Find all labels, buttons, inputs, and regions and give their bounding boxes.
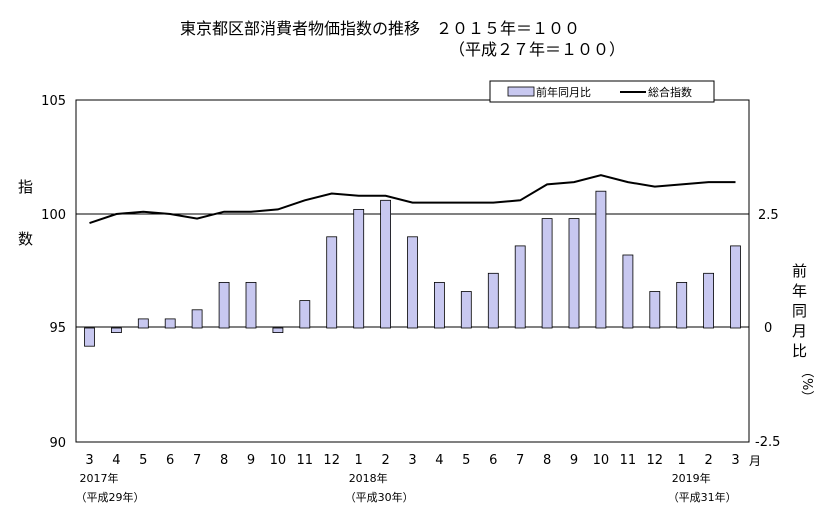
- bar: [380, 199, 392, 329]
- bar: [191, 309, 203, 329]
- x-tick-label: 10: [270, 453, 287, 468]
- x-tick-label: 10: [593, 453, 610, 468]
- bar: [433, 281, 445, 329]
- x-tick-label: 1: [678, 453, 686, 468]
- left-axis-label-char: 指: [18, 178, 33, 196]
- legend-bar-swatch: [507, 86, 535, 97]
- x-tick-label: 3: [731, 453, 739, 468]
- x-tick-label: 8: [543, 453, 551, 468]
- era-label: （平成30年）: [345, 490, 414, 504]
- x-tick-label: 11: [297, 453, 314, 468]
- legend-label-line: 総合指数: [648, 85, 692, 99]
- right-tick-label: -2.5: [755, 435, 780, 450]
- era-label: （平成29年）: [76, 490, 145, 504]
- right-axis: 2.5 0 -2.5: [755, 208, 780, 450]
- bar: [84, 327, 95, 347]
- x-tick-label: 11: [620, 453, 637, 468]
- x-tick-label: 7: [516, 453, 524, 468]
- bar: [622, 254, 634, 329]
- bar: [407, 236, 418, 329]
- bar: [353, 208, 365, 329]
- bar: [568, 218, 580, 329]
- right-tick-label: 0: [764, 321, 772, 336]
- legend-box: [489, 80, 715, 103]
- left-tick-label: 105: [41, 94, 66, 109]
- x-tick-label: 7: [193, 453, 201, 468]
- bar: [272, 327, 284, 333]
- right-tick-label: 2.5: [758, 208, 779, 223]
- chart-title: 東京都区部消費者物価指数の推移 ２０１５年＝１００: [180, 19, 580, 38]
- x-tick-label: 4: [112, 453, 120, 468]
- bar: [487, 272, 499, 329]
- legend-label-bar: 前年同月比: [536, 85, 591, 99]
- year-label: 2017年: [80, 471, 119, 485]
- x-tick-label: 4: [435, 453, 443, 468]
- bar: [245, 281, 257, 329]
- bar: [703, 272, 714, 329]
- x-tick-label: 8: [220, 453, 228, 468]
- x-tick-label: 12: [647, 453, 664, 468]
- bar: [649, 291, 661, 329]
- x-tick-label: 3: [408, 453, 416, 468]
- bar: [595, 190, 607, 329]
- x-tick-label: 5: [139, 453, 147, 468]
- bar: [299, 300, 311, 329]
- right-axis-label-char: 月: [792, 322, 807, 340]
- x-tick-label: 6: [489, 453, 497, 468]
- left-tick-label: 90: [49, 436, 66, 451]
- x-tick-label: 6: [166, 453, 174, 468]
- x-tick-label: 2: [704, 453, 712, 468]
- line-series: [89, 174, 736, 225]
- chart-subtitle: （平成２７年＝１００）: [449, 40, 625, 59]
- x-tick-label: 9: [570, 453, 578, 468]
- era-label: （平成31年）: [668, 490, 737, 504]
- right-axis-label: 前 年 同 月 比 （%）: [792, 262, 814, 403]
- plot-frame: [75, 99, 750, 443]
- right-axis-label-unit: （%）: [799, 365, 814, 403]
- left-tick-label: 100: [41, 208, 66, 223]
- legend: 前年同月比 総合指数: [489, 80, 715, 103]
- x-tick-label: 3: [85, 453, 93, 468]
- bar: [326, 236, 338, 329]
- year-label: 2018年: [349, 471, 388, 485]
- bar: [218, 281, 230, 329]
- left-axis: 105 100 95 90: [41, 94, 66, 451]
- bar: [730, 245, 741, 329]
- x-axis-unit: 月: [749, 454, 761, 468]
- bar: [111, 327, 122, 333]
- bar: [460, 291, 472, 329]
- right-axis-label-char: 同: [792, 302, 807, 320]
- x-tick-label: 9: [247, 453, 255, 468]
- x-tick-label: 1: [355, 453, 363, 468]
- left-tick-label: 95: [49, 321, 66, 336]
- x-tick-label: 5: [462, 453, 470, 468]
- bar: [514, 245, 526, 329]
- right-axis-label-char: 年: [792, 282, 807, 300]
- series-line: [89, 174, 736, 225]
- year-label: 2019年: [672, 471, 711, 485]
- bar: [676, 281, 688, 329]
- right-axis-label-char: 前: [792, 262, 807, 280]
- bar-series: [84, 190, 741, 347]
- bar: [541, 218, 553, 329]
- x-axis: 3 4 5 6 7 8 9 10 11 12 1 2 3 4 5 6 7 8 9 10 11 12 1 2 3: [85, 453, 739, 468]
- bar: [164, 318, 176, 329]
- bar: [137, 318, 149, 329]
- year-labels: 2017年 （平成29年） 2018年 （平成30年） 2019年 （平成31年）: [76, 471, 737, 504]
- left-axis-label-char: 数: [18, 230, 33, 248]
- x-tick-label: 12: [323, 453, 340, 468]
- right-axis-label-char: 比: [792, 342, 807, 360]
- x-tick-label: 2: [381, 453, 389, 468]
